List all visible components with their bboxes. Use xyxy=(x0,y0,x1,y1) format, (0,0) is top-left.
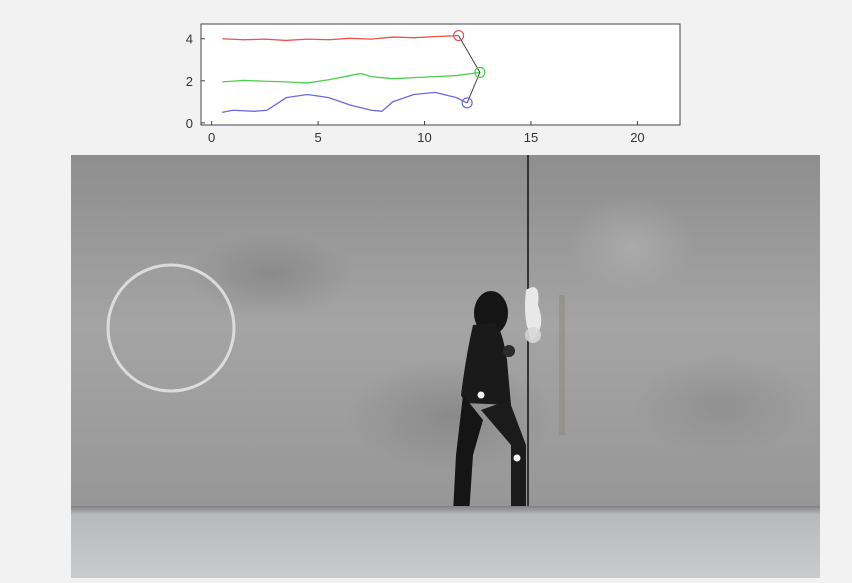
series-line-1 xyxy=(222,71,480,84)
plot-area xyxy=(200,23,681,126)
ground xyxy=(71,506,820,578)
video-frame xyxy=(71,155,820,578)
series-line-2 xyxy=(222,91,468,114)
endpoint-marker-0 xyxy=(452,29,465,42)
x-tick-label: 20 xyxy=(630,130,644,145)
connector-line xyxy=(458,35,481,104)
x-tick-label: 5 xyxy=(314,130,321,145)
trajectory-chart: 0 5 10 15 20 0 2 4 xyxy=(170,10,710,155)
y-tick-label: 4 xyxy=(186,32,193,47)
wall-stain xyxy=(559,295,565,435)
wall-patch xyxy=(525,287,542,340)
endpoint-marker-1 xyxy=(474,66,486,78)
x-tick-label: 10 xyxy=(417,130,431,145)
wall-circle xyxy=(106,263,236,393)
series-line-0 xyxy=(222,34,459,42)
y-tick-label: 2 xyxy=(186,74,193,89)
y-tick-label: 0 xyxy=(186,116,193,131)
chart-svg: 0 5 10 15 20 0 2 4 xyxy=(186,23,681,145)
x-tick-label: 0 xyxy=(208,130,215,145)
endpoint-marker-2 xyxy=(461,97,473,109)
x-tick-label: 15 xyxy=(524,130,538,145)
